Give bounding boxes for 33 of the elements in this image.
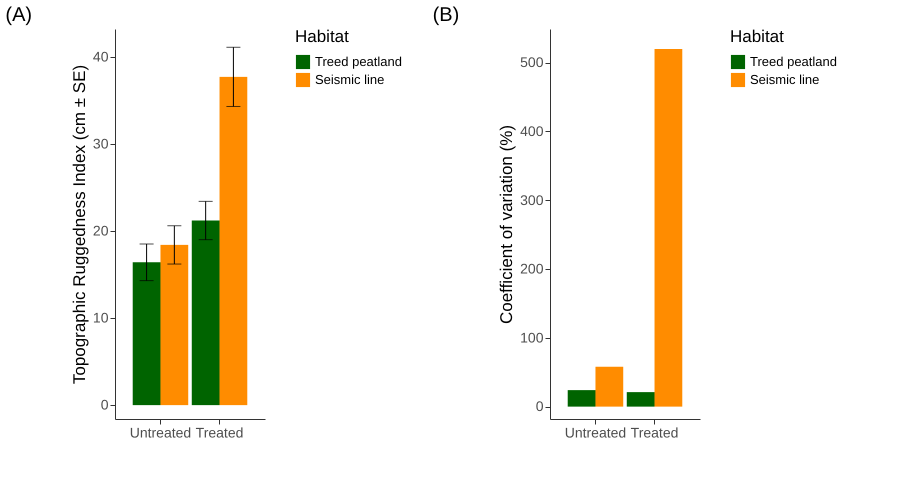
- chart-title: (B): [432, 4, 460, 26]
- x-tick-label: Untreated: [564, 424, 626, 440]
- bar: [568, 390, 596, 407]
- bar: [654, 48, 682, 407]
- y-tick-label: 30: [92, 135, 109, 152]
- y-axis-title: Topographic Ruggedness Index (cm ± SE): [70, 64, 89, 384]
- x-tick-label: Treated: [196, 424, 244, 440]
- y-axis-title: Coefficient of variation (%): [497, 124, 516, 324]
- bar: [595, 366, 624, 407]
- legend-label: Seismic line: [315, 72, 384, 87]
- y-tick-label: 0: [536, 398, 544, 414]
- y-tick-label: 20: [92, 222, 109, 238]
- x-tick-label: Untreated: [130, 424, 192, 440]
- x-tick-label: Treated: [630, 424, 678, 440]
- y-tick-label: 500: [520, 54, 544, 70]
- y-tick-label: 10: [92, 310, 109, 326]
- legend-title: Habitat: [730, 27, 784, 46]
- y-tick-label: 300: [520, 192, 544, 208]
- bar: [132, 262, 160, 406]
- y-tick-label: 400: [520, 122, 544, 139]
- bar: [192, 220, 220, 406]
- legend-label: Seismic line: [750, 72, 820, 87]
- y-tick-label: 100: [520, 329, 544, 346]
- y-tick-label: 0: [100, 396, 109, 413]
- y-tick-label: 200: [520, 260, 544, 277]
- bar: [626, 392, 655, 407]
- chart-title: (A): [5, 4, 32, 26]
- legend-title: Habitat: [295, 27, 350, 46]
- bar: [160, 244, 188, 406]
- legend-label: Treed peatland: [315, 54, 402, 69]
- bar: [220, 76, 248, 406]
- y-tick-label: 40: [92, 48, 109, 64]
- legend-label: Treed peatland: [750, 54, 837, 69]
